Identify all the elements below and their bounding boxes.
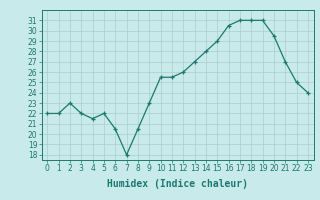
X-axis label: Humidex (Indice chaleur): Humidex (Indice chaleur) bbox=[107, 179, 248, 189]
